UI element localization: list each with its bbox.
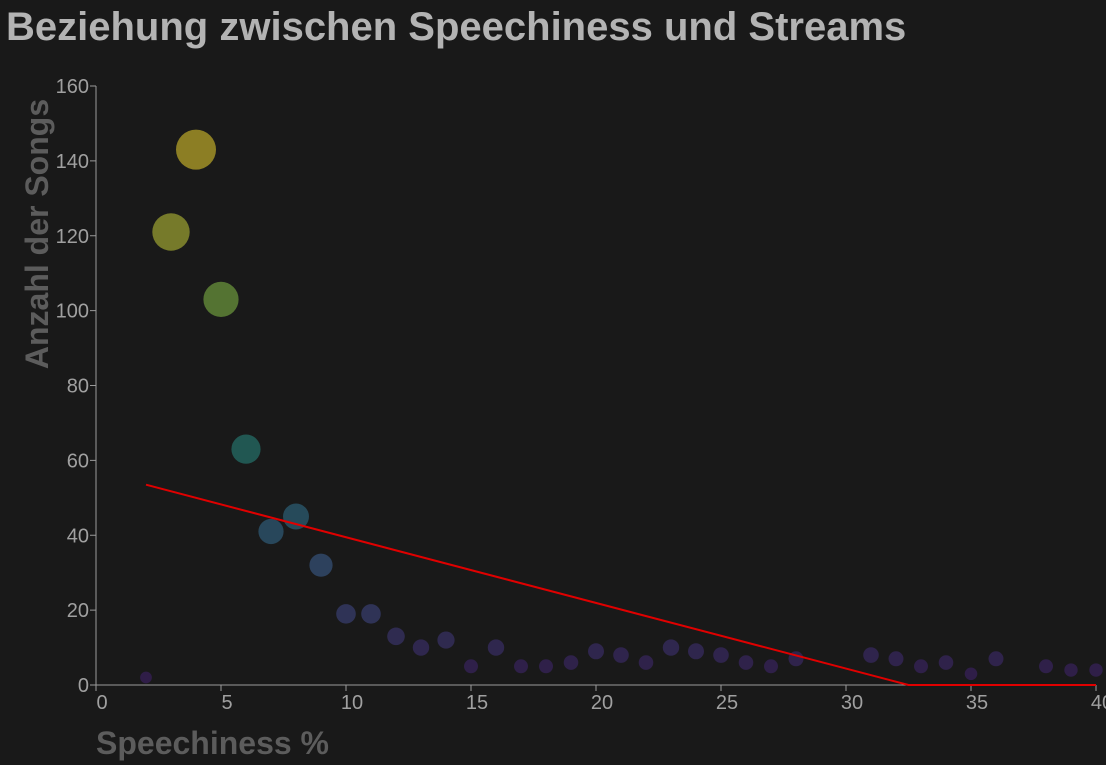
data-point <box>387 627 405 646</box>
data-point <box>1064 663 1078 677</box>
x-tick-label: 30 <box>841 692 863 714</box>
data-point <box>1039 659 1053 674</box>
data-point <box>361 604 381 624</box>
data-point <box>863 647 879 663</box>
data-point <box>539 659 553 674</box>
data-point <box>336 604 356 624</box>
y-tick-label: 80 <box>67 376 89 398</box>
data-point <box>140 671 152 684</box>
y-tick-label: 160 <box>56 76 89 98</box>
x-tick-label: 10 <box>341 692 363 714</box>
chart-title: Beziehung zwischen Speechiness und Strea… <box>6 5 906 49</box>
data-point <box>464 659 478 674</box>
data-point <box>1089 663 1103 677</box>
data-point <box>203 281 239 317</box>
y-tick-label: 120 <box>56 226 89 248</box>
data-point <box>152 213 190 251</box>
trendline-layer <box>145 483 1096 686</box>
data-point <box>764 659 778 674</box>
data-point <box>914 659 928 674</box>
data-points <box>140 129 1103 684</box>
data-point <box>231 434 261 464</box>
data-point <box>662 639 680 656</box>
data-point <box>176 129 216 170</box>
trendline <box>145 483 1096 686</box>
data-point <box>688 643 704 660</box>
y-tick-label: 0 <box>78 675 89 697</box>
x-tick-label: 20 <box>591 692 613 714</box>
data-point <box>309 553 333 577</box>
y-axis-label: Anzahl der Songs <box>19 99 55 369</box>
x-tick-label: 25 <box>716 692 738 714</box>
data-point <box>964 667 978 681</box>
data-point <box>487 639 505 656</box>
data-point <box>437 631 455 649</box>
x-tick-label: 0 <box>96 692 107 714</box>
data-point <box>514 659 528 674</box>
y-tick-label: 140 <box>56 151 89 173</box>
data-point <box>588 643 604 660</box>
data-point <box>888 651 904 667</box>
data-point <box>638 655 654 670</box>
data-point <box>988 651 1004 667</box>
y-tick-label: 40 <box>67 525 89 547</box>
y-tick-label: 20 <box>67 600 89 622</box>
y-tick-label: 100 <box>56 301 89 323</box>
x-tick-label: 15 <box>466 692 488 714</box>
data-point <box>713 647 729 663</box>
x-tick-label: 35 <box>966 692 988 714</box>
x-tick-label: 5 <box>221 692 232 714</box>
data-point <box>613 647 629 663</box>
x-axis-label: Speechiness % <box>96 725 329 761</box>
data-point <box>412 639 430 656</box>
data-point <box>938 655 954 670</box>
y-tick-label: 60 <box>67 450 89 472</box>
data-point <box>258 518 284 545</box>
axes: 0 5 10 15 20 25 30 35 40 0 20 40 60 80 100 120 140 160 <box>56 76 1106 714</box>
x-tick-label: 40 <box>1091 692 1106 714</box>
data-point <box>738 655 754 670</box>
data-point <box>563 655 579 670</box>
